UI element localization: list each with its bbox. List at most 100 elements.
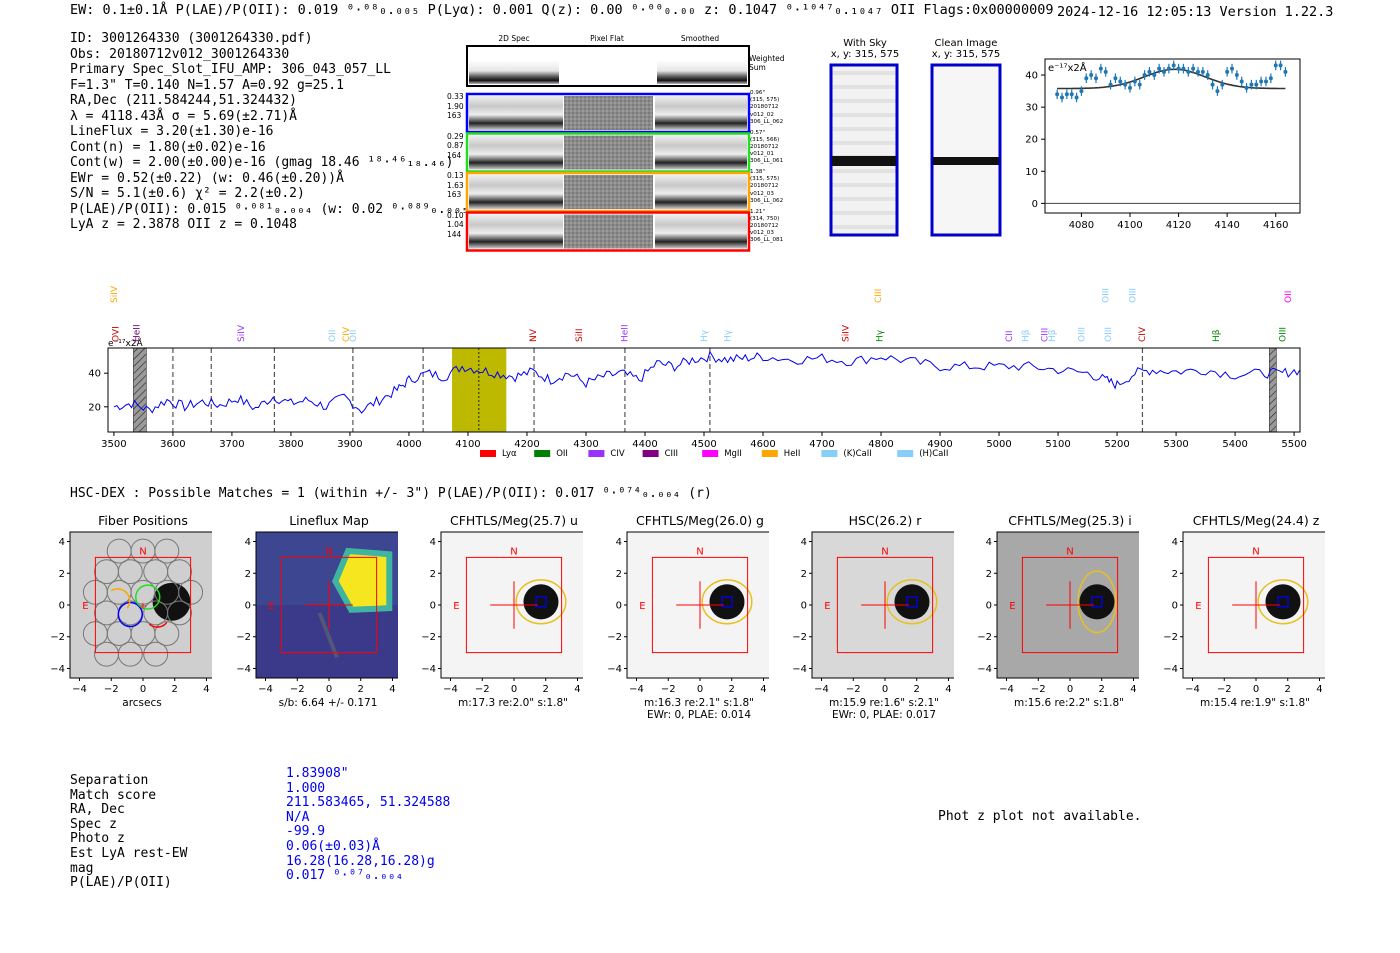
- cutout-2-xtick-label-2: 0: [326, 684, 332, 695]
- zoom-point-9: [1094, 76, 1098, 81]
- cutout-2-footer-line-1: s/b: 6.64 +/- 0.171: [278, 697, 378, 709]
- cutout-5-xtick-label-2: 0: [882, 684, 888, 695]
- spectrum-line-label-15: CIII: [874, 289, 884, 303]
- spectrum-masked-region-1: [133, 347, 147, 433]
- fiber-highlight-red: [148, 621, 168, 628]
- zoom-point-39: [1239, 79, 1244, 84]
- spec2d-row-3-left-labels: 0.13 1.63 163: [447, 171, 464, 200]
- cutout-5-xtick-label-1: −2: [846, 684, 861, 695]
- cutout-7-fov-box: [1207, 556, 1305, 654]
- spec2d-row-2-smoothed: [655, 135, 747, 170]
- label-est-lya-ew: Est LyA rest-EW: [70, 845, 188, 861]
- legend-swatch-7: [821, 450, 838, 457]
- zoom-point-1: [1055, 92, 1060, 97]
- cutout-5-source-box: [906, 596, 918, 608]
- zoom-point-35: [1220, 82, 1225, 87]
- cutout-3-footer-line-1: m:17.3 re:2.0" s:1.8": [458, 697, 568, 709]
- cutout-3-image: N E 4 −4 2 −2 0 0 −2 2 −4 4: [421, 531, 583, 695]
- spec2d-row-1-flat: [564, 96, 653, 130]
- spec2d-row-3-smoothed: [655, 175, 747, 209]
- cutout-5-north-label: N: [881, 546, 888, 557]
- cutout-2-north-label: N: [325, 546, 332, 557]
- cutout-6-aperture-ellipse: [1077, 570, 1117, 634]
- cutout-1-east-label: E: [82, 601, 88, 612]
- cutout-7-footer-line-1: m:15.4 re:1.9" s:1.8": [1200, 697, 1310, 709]
- cutout-4-title: CFHTLS/Meg(26.0) g: [636, 513, 764, 528]
- cutout-4-xtick-label-1: −2: [661, 684, 676, 695]
- zoom-point-46: [1273, 63, 1278, 68]
- cutout-4-footer-line-1: m:16.3 re:2.1" s:1.8": [644, 697, 754, 709]
- value-separation: 1.83908": [286, 766, 349, 781]
- spectrum-line-label-21: OIII: [1104, 327, 1114, 342]
- spec2d-row-3-flat: [564, 175, 653, 209]
- spectrum-line-label-25: Hβ: [1212, 329, 1222, 342]
- zoom-point-34: [1215, 89, 1220, 94]
- clean-image: [930, 63, 1002, 237]
- cutout-3-ytick-label-2: 0: [430, 601, 436, 612]
- cutout-7-aperture-ellipse: [1257, 579, 1309, 625]
- cutout-7-ytick-label-2: 0: [1172, 601, 1178, 612]
- legend-swatch-2: [534, 450, 551, 457]
- cutout-4-xtick-label-2: 0: [697, 684, 703, 695]
- zoom-point-4: [1069, 92, 1074, 97]
- legend-label-2: OII: [556, 449, 568, 459]
- zoom-xtick-label-4140: 4140: [1214, 220, 1239, 231]
- cutout-6-east-label: E: [1009, 601, 1015, 612]
- spec2d-row-1-right-labels: 0.96" (315, 575) 20180712 v012_02 306_LL_062: [750, 90, 783, 126]
- spec2d-row-3-right-5: 306_LL_062: [750, 197, 784, 204]
- cutout-6-xtick-label-1: −2: [1031, 684, 1046, 695]
- zoom-point-19: [1142, 73, 1147, 78]
- info-cont-n: Cont(n) = 1.80(±0.02)e-16: [70, 139, 266, 155]
- cutout-5-xtick-label-3: 2: [914, 684, 920, 695]
- cutout-2-xtick-label-1: −2: [290, 684, 305, 695]
- cutout-2-east-label: E: [268, 601, 274, 612]
- cutout-6-source-box: [1091, 596, 1103, 608]
- spec2d-row-2-right-1: 0.57": [750, 129, 766, 136]
- spectrum-xtick-label-4100: 4100: [455, 439, 480, 450]
- fiber-circle-20: [154, 621, 180, 647]
- spec2d-row-4-left-1: 0.10: [447, 210, 464, 220]
- zoom-point-2: [1060, 95, 1064, 100]
- zoom-point-15: [1123, 82, 1128, 87]
- cutout-6-image: N E 4 −4 2 −2 0 0 −2 2 −4 4: [977, 531, 1139, 695]
- cutout-5-ytick-label-2: 0: [801, 601, 807, 612]
- info-cont-w: Cont(w) = 2.00(±0.00)e-16 (gmag 18.46 ¹⁸…: [70, 155, 454, 170]
- zoom-point-12: [1108, 82, 1113, 87]
- cutout-5-ytick-label-0: 4: [801, 537, 807, 548]
- label-spec-z: Spec z: [70, 816, 117, 832]
- fiber-circle-16: [167, 600, 192, 626]
- cutout-4-aperture-ellipse: [701, 579, 753, 625]
- legend-swatch-6: [761, 450, 778, 457]
- spec2d-row-2-2d: [469, 135, 563, 170]
- cutout-3-xtick-label-2: 0: [511, 684, 517, 695]
- lineflux-streak: [317, 612, 339, 659]
- zoom-point-28: [1186, 69, 1191, 74]
- header-summary: EW: 0.1±0.1Å P(LAE)/P(OII): 0.019 ⁰·⁰⁸₀.…: [70, 2, 1054, 18]
- cutout-7-title: CFHTLS/Meg(24.4) z: [1192, 513, 1320, 528]
- spectrum-unit-label: e⁻¹⁷x2Å: [108, 337, 144, 349]
- value-match-score: 1.000: [286, 780, 326, 796]
- spec2d-row-2-right-3: 20180712: [750, 143, 779, 150]
- label-separation: Separation: [70, 773, 149, 788]
- cutout-6-xtick-label-2: 0: [1067, 684, 1073, 695]
- legend-swatch-5: [702, 450, 719, 457]
- cutout-4-ytick-label-3: −2: [607, 632, 622, 643]
- info-lineflux: LineFlux = 3.20(±1.30)e-16: [70, 124, 274, 139]
- label-plae: P(LAE)/P(OII): [70, 875, 172, 891]
- cutout-1-footer: arcsecs: [62, 697, 222, 709]
- cutout-1-ytick-label-0: 4: [59, 537, 65, 548]
- spectrum-xtick-label-5200: 5200: [1104, 439, 1129, 450]
- phot-z-message: Phot z plot not available.: [938, 809, 1142, 824]
- info-radec: RA,Dec (211.584244,51.324432): [70, 93, 297, 108]
- spec2d-row-3-right-1: 1.38": [750, 169, 766, 175]
- cutout-5-xtick-label-4: 4: [945, 684, 951, 695]
- spectrum-line-label-7: OII: [349, 330, 359, 342]
- spectrum-xtick-label-4400: 4400: [632, 439, 657, 450]
- spectrum-line-label-22: OIII: [1101, 288, 1111, 303]
- spec2d-row-4-right-2: (314, 750): [750, 215, 780, 222]
- with-sky-title: With Sky: [843, 38, 887, 49]
- cutout-5-east-label: E: [824, 601, 830, 612]
- cutout-4-footer: m:16.3 re:2.1" s:1.8" EWr: 0, PLAE: 0.014: [619, 697, 779, 721]
- zoom-xtick-label-4120: 4120: [1166, 220, 1191, 231]
- zoom-point-17: [1132, 79, 1137, 84]
